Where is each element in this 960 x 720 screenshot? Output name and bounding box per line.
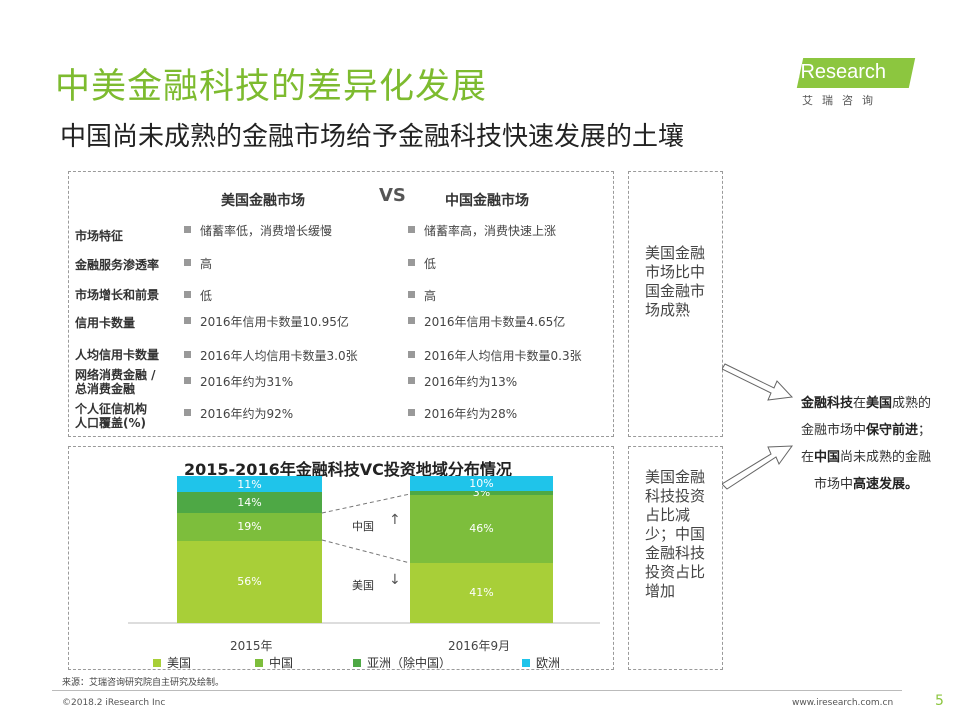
row-label: 网络消费金融 / 总消费金融	[75, 368, 156, 396]
chart-panel	[68, 446, 614, 670]
cn-market-header: 中国金融市场	[445, 193, 529, 209]
side-note-bottom	[628, 446, 723, 670]
up-right-arrow-icon	[722, 445, 794, 490]
row-label: 个人征信机构 人口覆盖(%)	[75, 402, 148, 430]
page-subtitle: 中国尚未成熟的金融市场给予金融科技快速发展的土壤	[60, 122, 685, 152]
side-note-bottom-text: 美国金融科技投资占比减少；中国金融科技投资占比增加	[645, 468, 706, 600]
us-cell: 2016年信用卡数量10.95亿	[184, 313, 349, 330]
cn-cell: 2016年信用卡数量4.65亿	[408, 313, 565, 330]
chart-title: 2015-2016年金融科技VC投资地域分布情况	[184, 460, 512, 479]
us-cell: 储蓄率低，消费增长缓慢	[184, 222, 332, 239]
cn-cell: 2016年约为28%	[408, 405, 517, 422]
cn-cell: 高	[408, 287, 436, 304]
us-cell: 2016年约为31%	[184, 373, 293, 390]
cn-cell: 储蓄率高，消费快速上涨	[408, 222, 556, 239]
logo-wordmark: Research	[800, 61, 887, 83]
logo-chinese: 艾瑞咨询	[802, 94, 882, 107]
us-cell: 高	[184, 255, 212, 272]
copyright: ©2018.2 iResearch Inc	[62, 698, 166, 708]
row-label: 金融服务渗透率	[75, 258, 160, 272]
cn-cell: 2016年人均信用卡数量0.3张	[408, 347, 582, 364]
cn-cell: 2016年约为13%	[408, 373, 517, 390]
iresearch-logo: iResearch 艾瑞咨询	[790, 58, 916, 108]
footer-divider	[52, 690, 902, 691]
us-cell: 2016年人均信用卡数量3.0张	[184, 347, 358, 364]
us-market-header: 美国金融市场	[221, 193, 305, 209]
comparison-panel	[68, 171, 614, 437]
source-note: 来源：艾瑞咨询研究院自主研究及绘制。	[62, 678, 225, 688]
conclusion-text: 金融科技在美国成熟的 金融市场中保守前进； 在中国尚未成熟的金融 市场中高速发展…	[800, 396, 932, 492]
website-link[interactable]: www.iresearch.com.cn	[792, 698, 894, 708]
down-right-arrow-icon	[722, 363, 794, 401]
row-label: 人均信用卡数量	[75, 348, 160, 362]
cn-cell: 低	[408, 255, 436, 272]
side-note-top	[628, 171, 723, 437]
page-number: 5	[935, 693, 944, 709]
page-title: 中美金融科技的差异化发展	[55, 67, 488, 107]
row-label: 信用卡数量	[75, 316, 136, 330]
arrows	[722, 363, 794, 490]
row-label: 市场增长和前景	[75, 288, 160, 302]
us-cell: 2016年约为92%	[184, 405, 293, 422]
side-note-top-text: 美国金融市场比中国金融市场成熟	[645, 244, 706, 319]
row-label: 市场特征	[75, 229, 124, 243]
vs-label: VS	[379, 185, 406, 206]
us-cell: 低	[184, 287, 212, 304]
